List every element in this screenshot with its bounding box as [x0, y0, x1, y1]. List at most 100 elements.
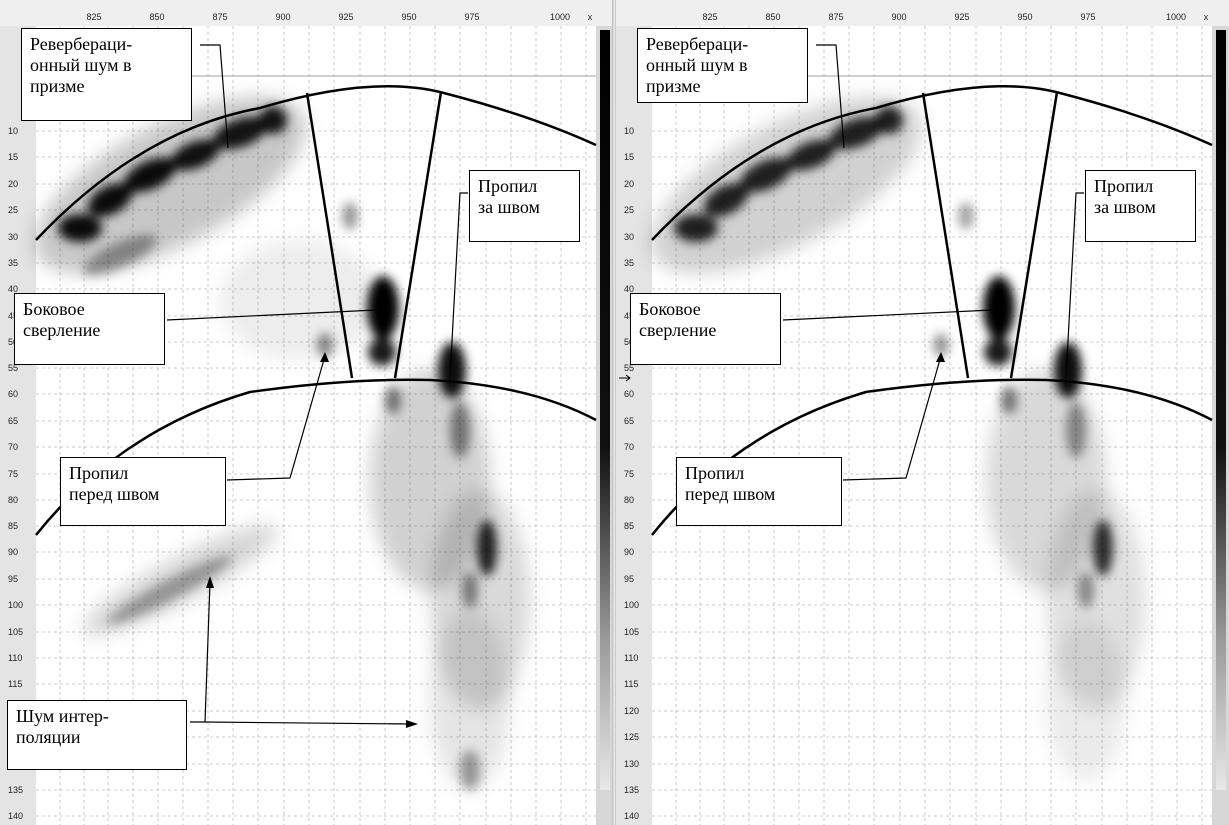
y-axis-bar: [0, 26, 36, 825]
y-tick: 135: [624, 785, 639, 795]
x-tick: 900: [275, 12, 290, 22]
y-tick: 45: [8, 311, 18, 321]
y-tick: 10: [624, 126, 634, 136]
callout-side-drill: Боковое сверление: [14, 293, 165, 365]
y-tick: 30: [624, 232, 634, 242]
y-tick: 115: [8, 679, 22, 689]
y-tick: 35: [624, 258, 634, 268]
y-tick: 25: [8, 205, 18, 215]
x-tick: 825: [86, 12, 101, 22]
y-tick: 135: [8, 785, 23, 795]
beam-geometry: [651, 84, 1213, 536]
y-tick: 25: [624, 205, 634, 215]
callout-side-drill: Боковое сверление: [630, 293, 781, 365]
y-tick: 20: [624, 179, 634, 189]
callout-cut-front-weld: Пропил перед швом: [676, 457, 842, 526]
beam-geometry: [35, 84, 597, 536]
x-tick: 1000: [1166, 12, 1186, 22]
arrowheads: [936, 352, 945, 362]
y-tick: 90: [8, 547, 18, 557]
y-tick: 80: [624, 495, 634, 505]
x-tick: 850: [765, 12, 780, 22]
y-tick: 70: [624, 442, 634, 452]
scan-signal: [650, 96, 1146, 780]
x-axis-bar: [0, 0, 613, 26]
x-tick: 850: [149, 12, 164, 22]
x-axis-ticks: 825 850 875 900 925 950 975 1000 x: [86, 12, 592, 22]
x-axis-bar: [616, 0, 1229, 26]
x-tick: 950: [1017, 12, 1032, 22]
x-tick: 1000: [550, 12, 570, 22]
y-axis-ticks: 10 15 20 25 30 35 40 45 50 55 60 65 70 7…: [624, 126, 639, 821]
x-tick: 925: [338, 12, 353, 22]
y-tick: 75: [8, 469, 18, 479]
y-tick: 85: [624, 521, 634, 531]
y-tick: 65: [8, 416, 18, 426]
x-axis-label: x: [588, 12, 593, 22]
y-tick: 55: [624, 363, 634, 373]
right-scan-panel: 825 850 875 900 925 950 975 1000 x 10 15…: [616, 0, 1229, 825]
y-tick: 45: [624, 311, 634, 321]
x-tick: 925: [954, 12, 969, 22]
y-tick: 115: [624, 679, 638, 689]
x-tick: 875: [828, 12, 843, 22]
y-tick: 125: [624, 732, 639, 742]
leader-lines: [782, 44, 1084, 481]
callout-reverb-noise: Реверберaци- онный шум в призме: [637, 28, 808, 103]
y-tick: 105: [8, 627, 23, 637]
y-tick: 120: [624, 706, 639, 716]
x-tick: 950: [401, 12, 416, 22]
x-tick: 975: [464, 12, 479, 22]
y-tick: 70: [8, 442, 18, 452]
x-axis-label: x: [1204, 12, 1209, 22]
callout-cut-behind-weld: Пропил за швом: [469, 170, 580, 242]
y-tick: 110: [624, 653, 638, 663]
color-scale-bar: [1216, 30, 1226, 790]
callout-reverb-noise: Реверберaци- онный шум в призме: [21, 28, 192, 121]
right-scan-image: 825 850 875 900 925 950 975 1000 x 10 15…: [616, 0, 1229, 825]
y-tick: 40: [624, 284, 634, 294]
y-tick: 75: [624, 469, 634, 479]
callout-cut-front-weld: Пропил перед швом: [60, 457, 226, 526]
y-tick: 110: [8, 653, 22, 663]
x-tick: 875: [212, 12, 227, 22]
row-marker-arrow-icon: [619, 374, 631, 382]
y-tick: 10: [8, 126, 18, 136]
y-tick: 95: [624, 574, 634, 584]
y-tick: 50: [624, 337, 634, 347]
leader-lines: [166, 44, 468, 725]
y-tick: 80: [8, 495, 18, 505]
y-tick: 30: [8, 232, 18, 242]
callout-interpolation-noise: Шум интер- поляции: [7, 700, 187, 770]
left-scan-panel: 825 850 875 900 925 950 975 1000 x 10 15…: [0, 0, 613, 825]
y-tick: 85: [8, 521, 18, 531]
y-tick: 140: [8, 811, 23, 821]
y-tick: 95: [8, 574, 18, 584]
x-tick: 900: [891, 12, 906, 22]
y-tick: 50: [8, 337, 18, 347]
y-tick: 60: [8, 389, 18, 399]
y-axis-bar: [616, 26, 652, 825]
y-tick: 65: [624, 416, 634, 426]
x-tick: 975: [1080, 12, 1095, 22]
x-tick: 825: [702, 12, 717, 22]
callout-cut-behind-weld: Пропил за швом: [1085, 170, 1196, 242]
y-tick: 130: [624, 759, 639, 769]
arrowheads: [206, 352, 418, 728]
y-tick: 20: [8, 179, 18, 189]
y-tick: 90: [624, 547, 634, 557]
y-tick: 105: [624, 627, 639, 637]
y-tick: 15: [624, 152, 634, 162]
scan-signal: [34, 96, 530, 790]
x-axis-ticks: 825 850 875 900 925 950 975 1000 x: [702, 12, 1208, 22]
y-tick: 100: [8, 600, 23, 610]
y-tick: 60: [624, 389, 634, 399]
color-scale-bar: [600, 30, 610, 790]
y-tick: 140: [624, 811, 639, 821]
y-tick: 15: [8, 152, 18, 162]
y-tick: 40: [8, 284, 18, 294]
y-tick: 55: [8, 363, 18, 373]
panel-divider: [612, 0, 617, 825]
left-scan-image: 825 850 875 900 925 950 975 1000 x 10 15…: [0, 0, 613, 825]
y-tick: 100: [624, 600, 639, 610]
